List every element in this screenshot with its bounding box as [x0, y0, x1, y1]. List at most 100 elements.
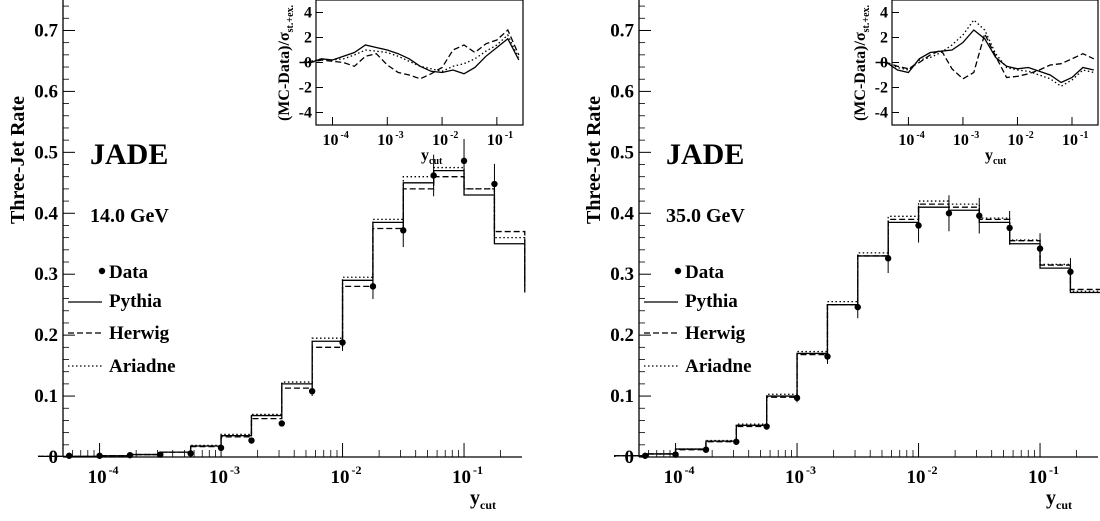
x-axis-label-sub: cut — [480, 498, 496, 512]
inset-frame — [315, 0, 524, 126]
inset-x-tick-label: 10 -3 — [953, 130, 979, 149]
inset-line-ariadne — [299, 33, 520, 72]
y-tick-label: 0.5 — [34, 142, 58, 163]
y-tick-label: 0.2 — [610, 325, 634, 346]
main-plot — [614, 0, 1100, 459]
legend-herwig-label: Herwig — [685, 323, 746, 344]
inset-x-label-sub: cut — [993, 156, 1007, 167]
mc-histogram-ariadne — [614, 200, 1100, 457]
panel-35gev: JADE 35.0 GeV Three-Jet Rate ycut 00.10.… — [583, 0, 1100, 512]
x-tick-label: 10 -1 — [452, 463, 483, 488]
x-tick-label: 10 -4 — [664, 463, 695, 488]
inset-x-tick-label: 10 -4 — [898, 130, 924, 149]
data-point — [733, 438, 740, 445]
inset-y-label-sub: st.+ex. — [861, 4, 872, 32]
inset-x-tick-base: 10 — [322, 132, 338, 149]
inset-x-tick-base: 10 — [487, 132, 503, 149]
data-point — [339, 339, 346, 346]
y-tick-label: 0.6 — [34, 81, 58, 102]
x-axis-label: ycut — [1046, 487, 1072, 512]
legend-ariadne-label: Ariadne — [109, 356, 176, 377]
y-tick-label: 0.7 — [610, 20, 634, 41]
inset-y-tick-label: -4 — [875, 105, 888, 122]
x-tick-base: 10 — [664, 467, 683, 488]
x-tick-label: 10 -1 — [1028, 463, 1059, 488]
inset-y-label-main: (MC-Data)/σ — [276, 32, 293, 121]
x-tick-exp: -4 — [685, 463, 695, 477]
data-point — [1036, 245, 1044, 252]
data-point — [1067, 268, 1074, 275]
x-tick-label: 10 -3 — [785, 463, 816, 488]
inset-line-pythia — [875, 29, 1094, 84]
y-axis-label: Three-Jet Rate — [7, 96, 29, 224]
legend-pythia-label: Pythia — [109, 291, 162, 312]
data-point — [641, 452, 649, 459]
legend-ariadne-label: Ariadne — [685, 356, 752, 377]
x-axis-label-main: y — [1046, 487, 1056, 509]
y-axis-label: Three-Jet Rate — [583, 96, 605, 224]
data-point — [945, 210, 953, 217]
data-point — [915, 222, 922, 229]
x-tick-base: 10 — [1028, 467, 1047, 488]
inset-x-tick-base: 10 — [432, 132, 448, 149]
x-tick-labels: 10 -4 10 -3 10 -2 10 -1 — [664, 463, 1059, 488]
x-tick-exp: -2 — [352, 463, 362, 477]
x-tick-base: 10 — [331, 467, 350, 488]
inset-x-tick-label: 10 -3 — [377, 130, 403, 149]
inset-y-tick-label: -2 — [299, 80, 312, 97]
inset-line-herwig — [299, 28, 520, 80]
data-point — [217, 444, 225, 452]
x-tick-base: 10 — [209, 467, 228, 488]
data-point — [460, 157, 468, 165]
legend-pythia-label: Pythia — [685, 291, 738, 312]
inset-x-tick-base: 10 — [1062, 132, 1078, 149]
energy-label: 35.0 GeV — [666, 205, 745, 227]
legend: Data Pythia Herwig Ariadne — [644, 262, 752, 377]
data-point — [278, 420, 285, 427]
data-point — [96, 452, 103, 459]
y-tick-label: 0.4 — [34, 203, 58, 224]
data-point — [65, 452, 73, 459]
x-tick-exp: -1 — [473, 463, 483, 477]
inset-x-tick-exp: -2 — [1025, 130, 1033, 141]
inset-x-tick-label: 10 -1 — [1062, 130, 1088, 149]
inset-x-tick-label: 10 -2 — [1007, 130, 1033, 149]
data-point — [884, 255, 892, 262]
inset-y-tick-label: -4 — [299, 105, 312, 122]
legend-data-label: Data — [685, 262, 725, 283]
x-tick-label: 10 -3 — [209, 463, 240, 488]
experiment-label: JADE — [666, 138, 744, 171]
inset-y-label-main: (MC-Data)/σ — [852, 32, 869, 121]
data-point — [793, 394, 801, 402]
energy-label: 14.0 GeV — [90, 205, 169, 227]
x-tick-label: 10 -2 — [907, 463, 938, 488]
legend-data-marker — [98, 267, 106, 275]
inset-y-tick-label: 2 — [304, 30, 312, 47]
data-point — [248, 437, 255, 444]
y-tick-labels: 0 0.1 0.2 0.3 0.4 0.5 0.6 0.7 — [610, 20, 634, 468]
inset-x-tick-exp: -4 — [340, 130, 348, 141]
x-tick-label: 10 -4 — [88, 463, 119, 488]
data-point — [976, 212, 983, 219]
y-tick-label: 0.5 — [610, 142, 634, 163]
data-point — [400, 227, 407, 234]
inset-x-label-main: y — [421, 147, 429, 164]
data-point — [1006, 224, 1013, 232]
mc-histogram-herwig — [614, 203, 1100, 457]
data-point — [187, 450, 194, 457]
y-tick-label: 0.2 — [34, 325, 58, 346]
inset-y-label: (MC-Data)/σst.+ex. — [852, 4, 872, 121]
x-tick-exp: -3 — [230, 463, 240, 477]
inset-x-tick-exp: -1 — [505, 130, 513, 141]
inset-line-herwig — [875, 31, 1095, 80]
inset-y-tick-label: 2 — [880, 30, 888, 47]
panel-14gev: JADE 14.0 GeV Three-Jet Rate ycut 00.10.… — [7, 0, 526, 512]
x-tick-exp: -4 — [109, 463, 119, 477]
legend-data-label: Data — [109, 262, 149, 283]
data-point — [369, 283, 377, 290]
inset-x-tick-exp: -1 — [1080, 130, 1088, 141]
legend-data-marker — [674, 267, 682, 275]
inset-x-tick-base: 10 — [898, 132, 914, 149]
inset-x-label: ycut — [985, 147, 1007, 167]
inset-y-label-sub: st.+ex. — [285, 4, 296, 32]
